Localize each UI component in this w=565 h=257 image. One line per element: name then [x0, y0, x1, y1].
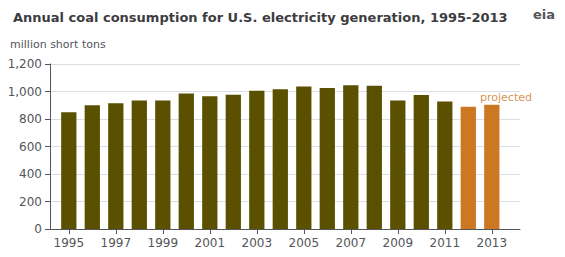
- svg-text:0: 0: [34, 222, 42, 236]
- svg-text:400: 400: [19, 167, 42, 181]
- svg-text:2013: 2013: [477, 236, 508, 250]
- svg-text:Annual coal consumption for U.: Annual coal consumption for U.S. electri…: [13, 10, 508, 25]
- svg-text:600: 600: [19, 140, 42, 154]
- svg-text:eia: eia: [533, 7, 555, 22]
- svg-text:projected: projected: [480, 91, 532, 104]
- svg-text:1,200: 1,200: [8, 57, 42, 71]
- svg-text:1,000: 1,000: [8, 85, 42, 99]
- svg-text:million short tons: million short tons: [10, 38, 106, 51]
- svg-text:200: 200: [19, 195, 42, 209]
- svg-text:1995: 1995: [54, 236, 85, 250]
- svg-text:2003: 2003: [242, 236, 273, 250]
- svg-text:2005: 2005: [289, 236, 320, 250]
- svg-text:2001: 2001: [195, 236, 226, 250]
- svg-text:1997: 1997: [101, 236, 132, 250]
- svg-text:1999: 1999: [148, 236, 179, 250]
- svg-text:2007: 2007: [336, 236, 367, 250]
- svg-text:2011: 2011: [430, 236, 461, 250]
- svg-text:2009: 2009: [383, 236, 414, 250]
- svg-text:800: 800: [19, 112, 42, 126]
